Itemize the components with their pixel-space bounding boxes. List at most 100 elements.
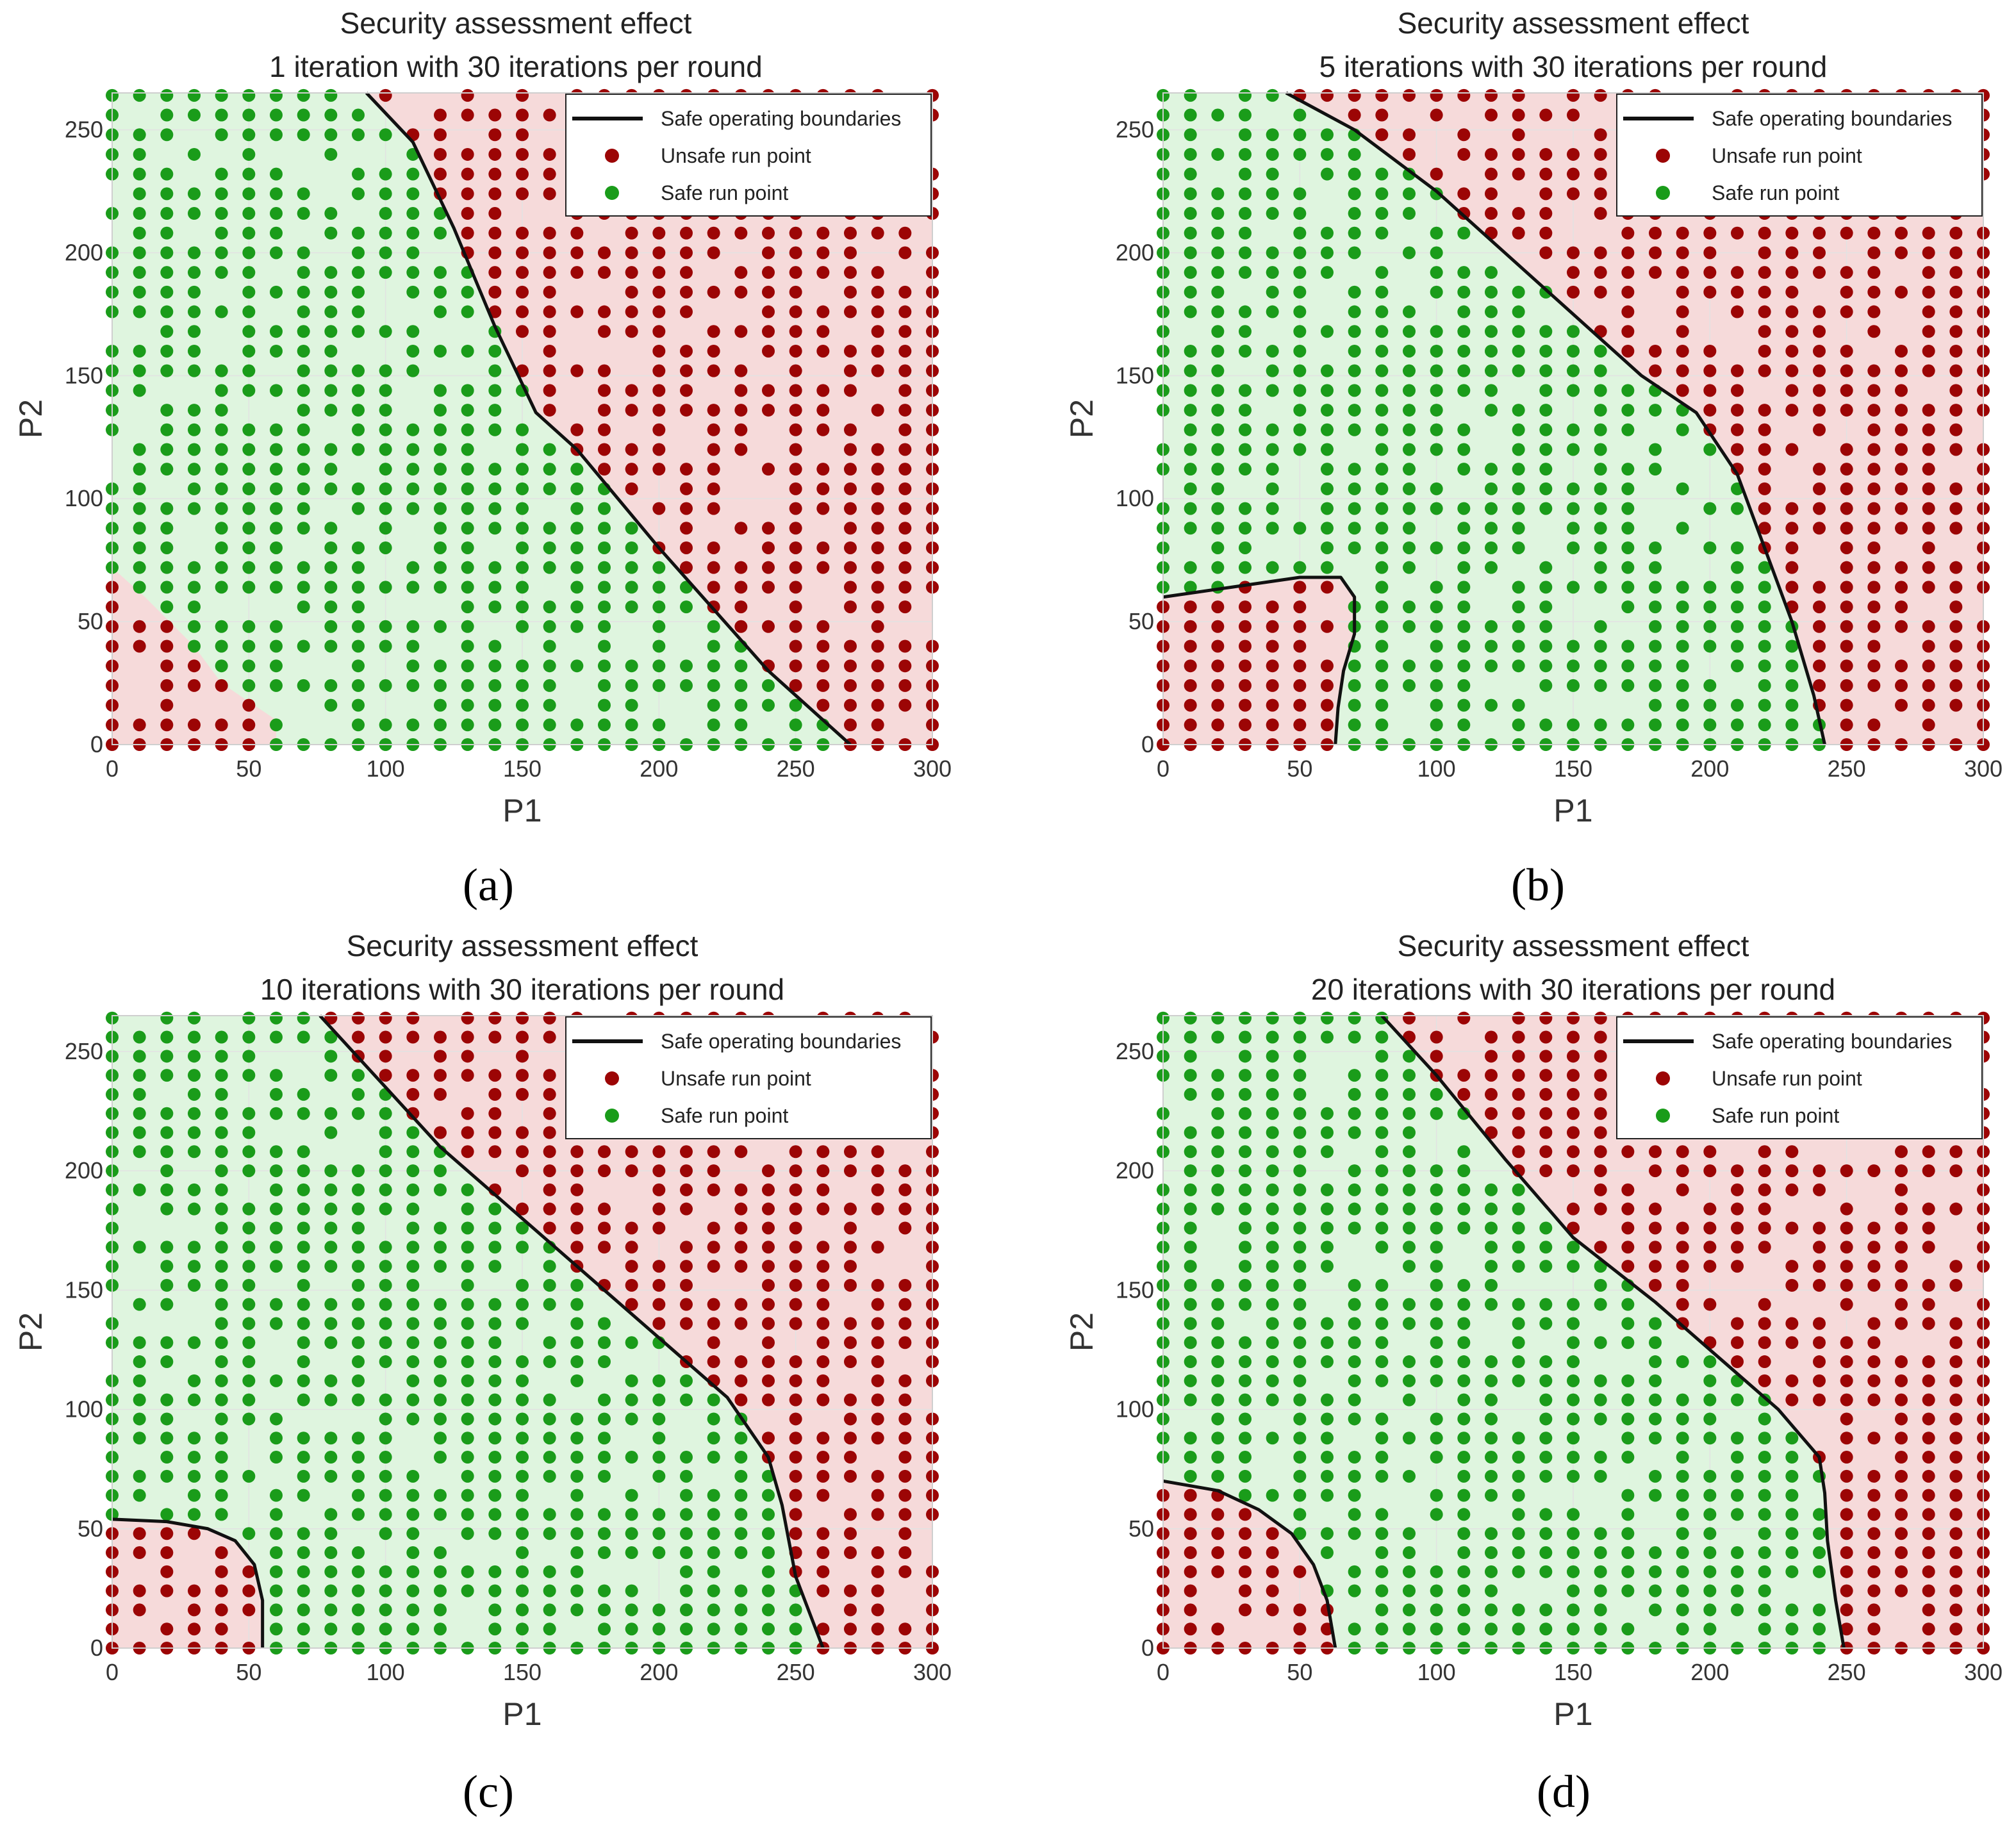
- unsafe-run-point: [1239, 620, 1252, 633]
- safe-run-point: [461, 640, 474, 653]
- unsafe-run-point: [1758, 285, 1771, 299]
- unsafe-run-point: [1293, 581, 1307, 594]
- safe-run-point: [1430, 1087, 1443, 1101]
- unsafe-run-point: [1485, 147, 1498, 161]
- safe-run-point: [1430, 443, 1443, 456]
- safe-run-point: [516, 1221, 529, 1235]
- safe-run-point: [1703, 1508, 1717, 1521]
- y-tick-label: 150: [1116, 362, 1154, 388]
- unsafe-run-point: [1321, 581, 1334, 594]
- safe-run-point: [1485, 1374, 1498, 1387]
- unsafe-run-point: [1813, 325, 1826, 338]
- safe-run-point: [160, 344, 174, 358]
- unsafe-run-point: [1813, 679, 1826, 692]
- safe-run-point: [461, 423, 474, 436]
- unsafe-run-point: [598, 1164, 611, 1178]
- legend-entry-label: Unsafe run point: [661, 1067, 811, 1090]
- unsafe-run-point: [1184, 1584, 1197, 1597]
- unsafe-run-point: [707, 443, 720, 456]
- safe-run-point: [1293, 207, 1307, 220]
- unsafe-run-point: [434, 1050, 447, 1063]
- safe-run-point: [379, 1584, 392, 1597]
- safe-run-point: [734, 1508, 748, 1521]
- unsafe-run-point: [1512, 1126, 1525, 1139]
- safe-run-point: [1703, 620, 1717, 633]
- safe-run-point: [1403, 1069, 1416, 1082]
- unsafe-run-point: [242, 1565, 256, 1578]
- unsafe-run-point: [1895, 620, 1908, 633]
- safe-run-point: [379, 581, 392, 594]
- unsafe-run-point: [570, 364, 584, 377]
- unsafe-run-point: [1731, 305, 1744, 318]
- unsafe-run-point: [1922, 1202, 1935, 1216]
- safe-run-point: [324, 1298, 338, 1311]
- safe-run-point: [133, 1107, 146, 1120]
- safe-run-point: [1239, 344, 1252, 358]
- safe-run-point: [188, 1107, 201, 1120]
- safe-run-point: [352, 541, 365, 554]
- safe-run-point: [1239, 1298, 1252, 1311]
- safe-run-point: [680, 1622, 693, 1636]
- safe-run-point: [379, 1565, 392, 1578]
- unsafe-run-point: [543, 167, 556, 181]
- legend-entry-label: Safe operating boundaries: [1712, 107, 1952, 130]
- unsafe-run-point: [1703, 1202, 1717, 1216]
- safe-run-point: [1375, 207, 1389, 220]
- safe-run-point: [215, 1145, 228, 1159]
- unsafe-run-point: [1840, 1527, 1853, 1540]
- unsafe-run-point: [762, 1393, 775, 1407]
- unsafe-run-point: [734, 1374, 748, 1387]
- safe-run-point: [1211, 1145, 1225, 1159]
- unsafe-run-point: [871, 1603, 884, 1617]
- unsafe-run-point: [1922, 1298, 1935, 1311]
- unsafe-run-point: [543, 404, 556, 417]
- unsafe-run-point: [844, 246, 857, 260]
- safe-run-point: [215, 1050, 228, 1063]
- unsafe-run-point: [1485, 1050, 1498, 1063]
- unsafe-run-point: [1840, 1412, 1853, 1426]
- unsafe-run-point: [652, 1260, 666, 1273]
- safe-run-point: [1211, 246, 1225, 260]
- safe-run-point: [570, 541, 584, 554]
- unsafe-run-point: [1867, 1584, 1881, 1597]
- unsafe-run-point: [1895, 698, 1908, 712]
- safe-run-point: [1539, 1260, 1553, 1273]
- safe-run-point: [1567, 522, 1580, 535]
- safe-run-point: [270, 1603, 283, 1617]
- unsafe-run-point: [871, 1374, 884, 1387]
- safe-run-point: [379, 364, 392, 377]
- unsafe-run-point: [707, 1164, 720, 1178]
- safe-run-point: [762, 1546, 775, 1560]
- safe-run-point: [1239, 541, 1252, 554]
- unsafe-run-point: [1676, 285, 1689, 299]
- safe-run-point: [1649, 718, 1662, 732]
- unsafe-run-point: [1239, 659, 1252, 673]
- safe-run-point: [379, 404, 392, 417]
- unsafe-run-point: [898, 226, 912, 240]
- unsafe-run-point: [1867, 463, 1881, 476]
- safe-run-point: [352, 285, 365, 299]
- x-tick-label: 150: [503, 1659, 541, 1685]
- unsafe-run-point: [1813, 404, 1826, 417]
- safe-run-point: [1293, 1317, 1307, 1330]
- safe-run-point: [434, 1164, 447, 1178]
- safe-run-point: [379, 1145, 392, 1159]
- safe-run-point: [297, 1107, 310, 1120]
- safe-run-point: [1512, 1298, 1525, 1311]
- safe-run-point: [1211, 1107, 1225, 1120]
- safe-run-point: [570, 600, 584, 614]
- safe-run-point: [1813, 1565, 1826, 1578]
- unsafe-run-point: [1840, 581, 1853, 594]
- safe-run-point: [133, 541, 146, 554]
- safe-run-point: [352, 1584, 365, 1597]
- safe-run-point: [188, 1393, 201, 1407]
- unsafe-run-point: [1266, 1603, 1279, 1617]
- safe-run-point: [516, 581, 529, 594]
- safe-run-point: [1485, 384, 1498, 397]
- unsafe-run-point: [1949, 285, 1963, 299]
- panel-caption: (c): [463, 1766, 514, 1817]
- safe-run-point: [1184, 305, 1197, 318]
- safe-run-point: [652, 1527, 666, 1540]
- safe-run-point: [1512, 1565, 1525, 1578]
- safe-run-point: [570, 1546, 584, 1560]
